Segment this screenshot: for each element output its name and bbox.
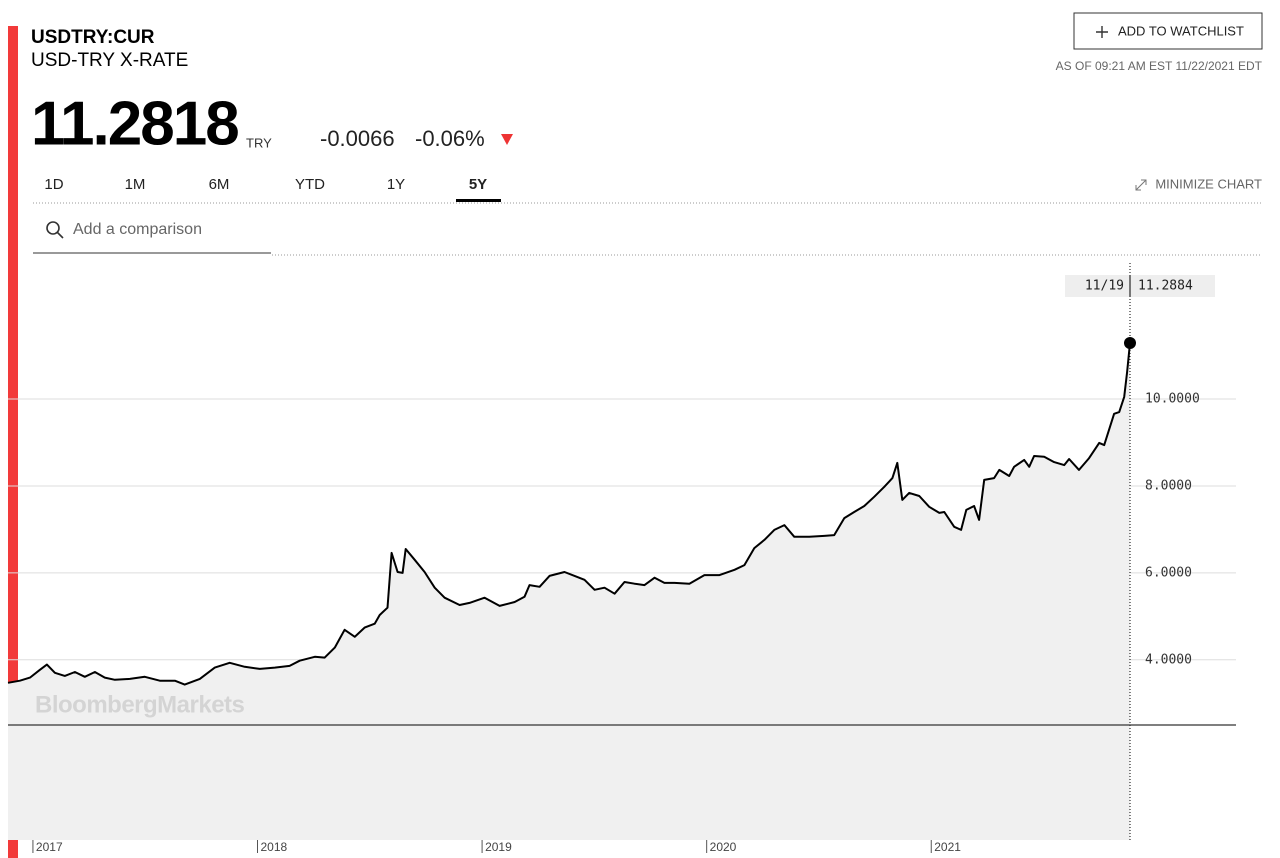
x-tick-label: 2021 [934,840,961,854]
symbol: USDTRY:CUR [31,27,155,48]
y-tick-label: 4.0000 [1145,652,1192,667]
last-point [1124,337,1136,350]
range-tab[interactable]: 1M [125,176,146,193]
x-tick-label: 2020 [710,840,737,854]
search-icon-handle [56,231,64,239]
currency: TRY [246,135,272,150]
y-tick-label: 10.0000 [1145,392,1200,407]
active-tab-underline [456,199,501,202]
comparison-input[interactable]: Add a comparison [73,221,202,238]
range-tab[interactable]: YTD [295,176,325,193]
plus-icon [1096,26,1108,38]
hover-box [1065,275,1215,297]
button-label: ADD TO WATCHLIST [1118,23,1244,38]
price-line [7,342,1131,686]
button-frame [1073,12,1263,50]
minimize-chart[interactable]: MINIMIZE CHART [1155,176,1262,191]
watchlist-button[interactable]: ADD TO WATCHLIST [1073,12,1263,50]
y-tick-label: 6.0000 [1145,565,1192,580]
minimize-icon [1135,179,1147,191]
range-tab[interactable]: 1Y [387,176,405,193]
price: 11.2818 [31,89,238,158]
area-fill [8,343,1130,725]
y-tick-label: 8.0000 [1145,478,1192,493]
x-tick-label: 2018 [261,840,288,854]
instrument-name: USD-TRY X-RATE [31,50,188,71]
change: -0.0066 [320,126,395,151]
change-percent: -0.06% [415,126,485,151]
range-tabs: 1D 1M 6M YTD 1Y 5Y [44,176,487,193]
range-tab[interactable]: 1D [44,176,63,193]
range-tab[interactable]: 5Y [469,176,487,193]
accent-bar [8,26,18,858]
lower-panel [8,725,1130,840]
timestamp: AS OF 09:21 AM EST 11/22/2021 EDT [1056,59,1263,73]
hover-value: 11.2884 [1138,279,1193,294]
search-icon [46,221,60,235]
down-arrow-icon [501,134,513,145]
chart: 4.0000 6.0000 8.0000 10.0000 BloombergMarket… [7,263,1236,854]
watermark: BloombergMarkets [35,691,245,718]
x-tick-label: 2019 [485,840,512,854]
range-tab[interactable]: 6M [209,176,230,193]
hover-date: 11/19 [1085,279,1124,294]
x-tick-label: 2017 [36,840,63,854]
